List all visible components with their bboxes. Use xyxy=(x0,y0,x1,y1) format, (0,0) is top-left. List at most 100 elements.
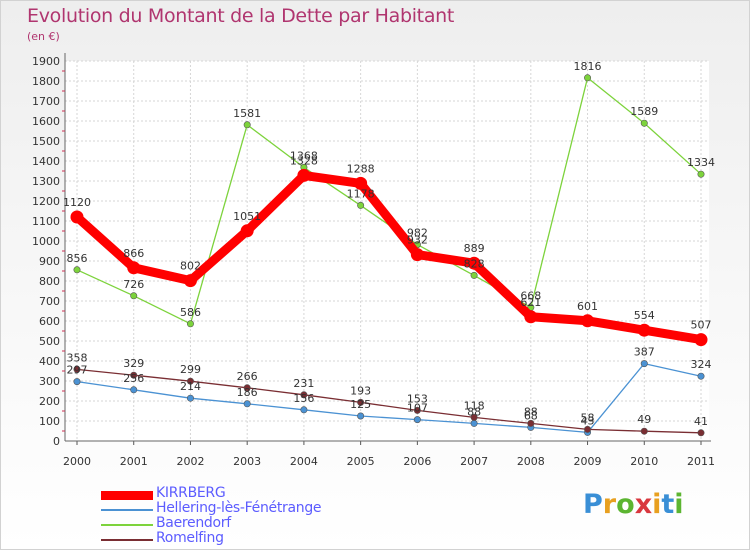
data-label: 118 xyxy=(464,399,485,412)
y-tick-label: 1500 xyxy=(32,135,60,148)
data-label: 68 xyxy=(524,409,538,422)
x-tick-label: 2009 xyxy=(574,455,602,468)
y-tick-label: 1400 xyxy=(32,155,60,168)
data-point xyxy=(584,425,592,433)
data-label: 41 xyxy=(694,415,708,428)
proxiti-logo: Proxiti xyxy=(583,489,684,520)
data-label: 1816 xyxy=(574,60,602,73)
data-label: 1328 xyxy=(290,154,318,167)
data-label: 1288 xyxy=(347,162,375,175)
y-tick-label: 900 xyxy=(39,255,60,268)
data-label: 153 xyxy=(407,392,428,405)
legend-swatch xyxy=(101,539,153,541)
y-tick-label: 200 xyxy=(39,395,60,408)
data-point xyxy=(524,310,538,324)
y-tick-label: 500 xyxy=(39,335,60,348)
x-tick-label: 2007 xyxy=(460,455,488,468)
legend-swatch xyxy=(101,524,153,526)
y-tick-label: 0 xyxy=(53,435,60,448)
plot-area xyxy=(65,61,709,441)
x-tick-label: 2004 xyxy=(290,455,318,468)
y-tick-label: 1300 xyxy=(32,175,60,188)
data-point xyxy=(357,412,365,420)
data-label: 88 xyxy=(524,405,538,418)
data-point xyxy=(300,406,308,414)
y-tick-label: 600 xyxy=(39,315,60,328)
data-point xyxy=(357,201,365,209)
logo-letter: t xyxy=(661,489,675,520)
data-point xyxy=(697,372,705,380)
data-point xyxy=(640,427,648,435)
data-point xyxy=(413,406,421,414)
data-label: 802 xyxy=(180,260,201,273)
data-point xyxy=(697,170,705,178)
data-label: 214 xyxy=(180,380,201,393)
data-label: 982 xyxy=(407,227,428,240)
data-label: 1368 xyxy=(290,149,318,162)
data-point xyxy=(186,320,194,328)
data-point xyxy=(354,176,368,190)
x-tick-label: 2000 xyxy=(63,455,91,468)
chart-unit: (en €) xyxy=(27,30,60,43)
data-point xyxy=(183,274,197,288)
data-label: 1581 xyxy=(233,107,261,120)
data-point xyxy=(186,394,194,402)
logo-letter: o xyxy=(616,489,635,520)
logo-letter: P xyxy=(583,489,603,520)
data-label: 668 xyxy=(520,289,541,302)
y-tick-label: 800 xyxy=(39,275,60,288)
x-tick-label: 2003 xyxy=(233,455,261,468)
data-label: 554 xyxy=(634,309,655,322)
chart-title: Evolution du Montant de la Dette par Hab… xyxy=(27,5,455,27)
legend-label: Romelfing xyxy=(156,530,224,546)
data-point xyxy=(640,360,648,368)
data-label: 107 xyxy=(407,402,428,415)
legend-label: Hellering-lès-Fénétrange xyxy=(156,500,322,516)
x-tick-label: 2002 xyxy=(176,455,204,468)
data-label: 856 xyxy=(67,252,88,265)
legend-swatch xyxy=(101,509,153,511)
data-point xyxy=(73,378,81,386)
data-point xyxy=(527,419,535,427)
x-tick-label: 2008 xyxy=(517,455,545,468)
data-label: 193 xyxy=(350,384,371,397)
y-tick-label: 1000 xyxy=(32,235,60,248)
data-label: 88 xyxy=(467,405,481,418)
data-label: 828 xyxy=(464,257,485,270)
y-tick-label: 1100 xyxy=(32,215,60,228)
data-point xyxy=(130,386,138,394)
data-label: 125 xyxy=(350,398,371,411)
x-tick-label: 2005 xyxy=(347,455,375,468)
data-label: 256 xyxy=(123,372,144,385)
data-label: 43 xyxy=(581,414,595,427)
series-line xyxy=(72,170,706,345)
legend-label: Baerendorf xyxy=(156,515,231,531)
legend-swatch xyxy=(101,490,153,500)
data-label: 586 xyxy=(180,306,201,319)
data-point xyxy=(130,292,138,300)
x-tick-label: 2010 xyxy=(630,455,658,468)
data-label: 231 xyxy=(293,377,314,390)
y-tick-label: 400 xyxy=(39,355,60,368)
data-point xyxy=(413,416,421,424)
data-label: 1051 xyxy=(233,210,261,223)
data-label: 329 xyxy=(123,357,144,370)
x-tick-label: 2006 xyxy=(403,455,431,468)
data-point xyxy=(243,384,251,392)
data-point xyxy=(410,248,424,262)
data-label: 156 xyxy=(293,392,314,405)
data-label: 358 xyxy=(67,351,88,364)
data-point xyxy=(467,256,481,270)
data-label: 387 xyxy=(634,346,655,359)
data-label: 726 xyxy=(123,278,144,291)
data-point xyxy=(470,413,478,421)
data-point xyxy=(694,333,708,347)
y-tick-label: 1800 xyxy=(32,75,60,88)
data-label: 601 xyxy=(577,300,598,313)
data-point xyxy=(73,266,81,274)
data-label: 1120 xyxy=(63,196,91,209)
logo-letter: i xyxy=(674,489,684,520)
data-point xyxy=(127,261,141,275)
data-label: 507 xyxy=(691,319,712,332)
data-point xyxy=(243,400,251,408)
